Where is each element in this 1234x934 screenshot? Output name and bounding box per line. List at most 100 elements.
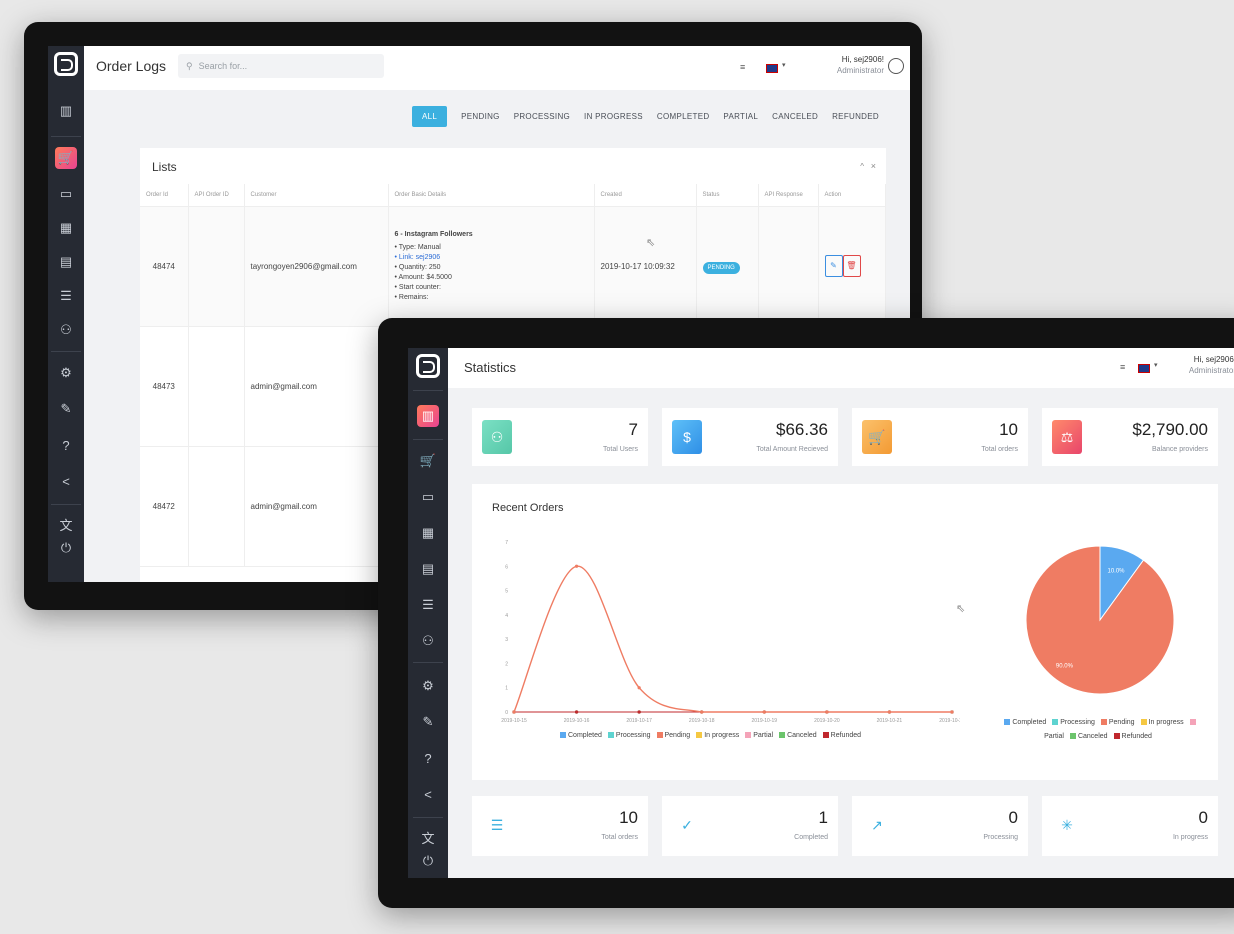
cart-icon[interactable]: 🛒 (419, 453, 437, 468)
menu-icon[interactable]: ≡ (1120, 362, 1126, 372)
filter-completed[interactable]: COMPLETED (656, 112, 710, 121)
stat-card-total-orders: ☰ 10 Total orders (472, 796, 648, 856)
calendar-icon[interactable]: ▤ (421, 561, 435, 576)
col-created[interactable]: Created (594, 184, 697, 207)
order-id-cell: 48474 (140, 206, 189, 327)
share-icon[interactable]: < (424, 786, 432, 802)
col-customer[interactable]: Customer (244, 184, 389, 207)
dashboard-icon[interactable]: ▥ (59, 103, 73, 118)
legend-item[interactable]: Processing (1052, 719, 1095, 726)
edit-button[interactable]: ✎ (824, 255, 843, 277)
legend-swatch (560, 732, 566, 739)
recent-orders-card: Recent Orders 0 1 2 3 4 5 6 7 2019-10-15 2019-10-… (472, 484, 1218, 780)
legend-item[interactable]: Completed (560, 732, 602, 739)
collapse-icon[interactable]: ^ (860, 162, 864, 171)
data-point[interactable] (700, 710, 704, 714)
legend-item[interactable]: Pending (1100, 719, 1135, 726)
flag-icon[interactable] (1138, 364, 1150, 373)
data-point[interactable] (950, 710, 954, 714)
legend-item[interactable]: Pending (656, 732, 690, 739)
share-icon[interactable]: < (62, 473, 70, 489)
check-icon: ✓ (681, 816, 693, 833)
help-icon[interactable]: ? (62, 437, 70, 453)
filter-processing[interactable]: PROCESSING (513, 112, 571, 121)
data-point[interactable] (887, 710, 892, 714)
legend-item[interactable]: Completed (1004, 719, 1046, 726)
legend-item[interactable]: Partial (745, 732, 773, 739)
legend-item[interactable]: In progress (1140, 719, 1184, 726)
stat-card-in-progress: ✳ 0 In progress (1042, 796, 1218, 856)
x-tick-label: 2019-10-20 (814, 718, 840, 724)
logo-icon[interactable] (416, 354, 440, 378)
users-icon[interactable]: ⚇ (60, 322, 72, 337)
back-topbar: Order Logs ⚲ Search for... ≡ ▾ Hi, sej29… (84, 46, 910, 90)
close-icon[interactable]: × (870, 161, 876, 171)
grid-icon[interactable]: ▦ (59, 220, 73, 235)
calendar-icon[interactable]: ▤ (59, 254, 73, 269)
power-icon[interactable]: ⏻ (60, 540, 72, 555)
gear-icon[interactable]: ⚙ (422, 678, 434, 693)
filter-refunded[interactable]: REFUNDED (832, 112, 879, 121)
col-action[interactable]: Action (818, 184, 886, 207)
list-icon[interactable]: ☰ (422, 597, 434, 612)
legend-item[interactable]: Refunded (822, 732, 861, 739)
flag-icon[interactable] (766, 64, 778, 73)
menu-icon[interactable]: ≡ (740, 62, 746, 72)
cart-icon[interactable]: 🛒 (55, 147, 77, 169)
legend-item[interactable]: Partial (1044, 719, 1198, 740)
avatar[interactable] (888, 58, 904, 74)
col-api-response[interactable]: API Response (758, 184, 819, 207)
user-block[interactable]: Hi, sej2906! Administrator (1189, 354, 1234, 376)
user-role: Administrator (836, 66, 884, 75)
power-icon[interactable]: ⏻ (422, 853, 434, 868)
data-point[interactable] (637, 710, 641, 714)
col-details[interactable]: Order Basic Details (388, 184, 595, 207)
user-name: Hi, sej2906! (1193, 355, 1234, 364)
filter-pending[interactable]: PENDING (461, 112, 500, 121)
legend-item[interactable]: Refunded (1113, 733, 1152, 740)
filter-in-progress[interactable]: IN PROGRESS (584, 112, 643, 121)
chevron-down-icon[interactable]: ▾ (1154, 362, 1158, 369)
legend-item[interactable]: Processing (607, 732, 651, 739)
data-point[interactable] (574, 564, 579, 568)
search-input[interactable]: ⚲ Search for... (178, 54, 384, 78)
legend-item[interactable]: In progress (696, 732, 739, 739)
pie-slice-pending[interactable] (1025, 545, 1175, 695)
col-order-id[interactable]: Order Id (140, 184, 189, 207)
logo-icon[interactable] (54, 52, 78, 76)
col-api-order-id[interactable]: API Order ID (188, 184, 245, 207)
y-tick-label: 5 (505, 589, 508, 595)
delete-button[interactable]: 🗑 (842, 255, 861, 277)
grid-icon[interactable]: ▦ (421, 525, 435, 540)
dashboard-icon[interactable]: ▥ (417, 405, 439, 427)
y-tick-label: 1 (505, 686, 508, 692)
edit-icon[interactable]: ✎ (422, 714, 434, 729)
help-icon[interactable]: ? (424, 750, 432, 766)
data-point[interactable] (512, 710, 516, 714)
edit-icon[interactable]: ✎ (60, 401, 72, 416)
users-icon[interactable]: ⚇ (422, 633, 434, 648)
col-status[interactable]: Status (696, 184, 759, 207)
filter-canceled[interactable]: CANCELED (772, 112, 819, 121)
page-title: Order Logs (96, 58, 167, 74)
legend-item[interactable]: Canceled (779, 732, 817, 739)
language-icon[interactable]: 文 (421, 830, 435, 846)
list-icon[interactable]: ☰ (60, 288, 72, 303)
chevron-down-icon[interactable]: ▾ (782, 62, 786, 69)
data-point[interactable] (762, 710, 766, 714)
data-point[interactable] (574, 710, 579, 714)
gear-icon[interactable]: ⚙ (60, 365, 72, 380)
language-icon[interactable]: 文 (59, 517, 73, 533)
filter-partial[interactable]: PARTIAL (723, 112, 759, 121)
data-point[interactable] (637, 686, 641, 690)
card-icon[interactable]: ▭ (59, 186, 73, 201)
status-filters: ALL PENDING PROCESSING IN PROGRESS COMPL… (412, 106, 879, 127)
page-title: Statistics (464, 360, 517, 375)
filter-all[interactable]: ALL (412, 106, 448, 127)
card-icon[interactable]: ▭ (421, 489, 435, 504)
stat-label: Total orders (981, 446, 1018, 453)
legend-item[interactable]: Canceled (1069, 733, 1108, 740)
data-point[interactable] (825, 710, 829, 714)
user-block[interactable]: Hi, sej2906! Administrator (837, 54, 884, 76)
stat-value: 10 (619, 808, 638, 827)
